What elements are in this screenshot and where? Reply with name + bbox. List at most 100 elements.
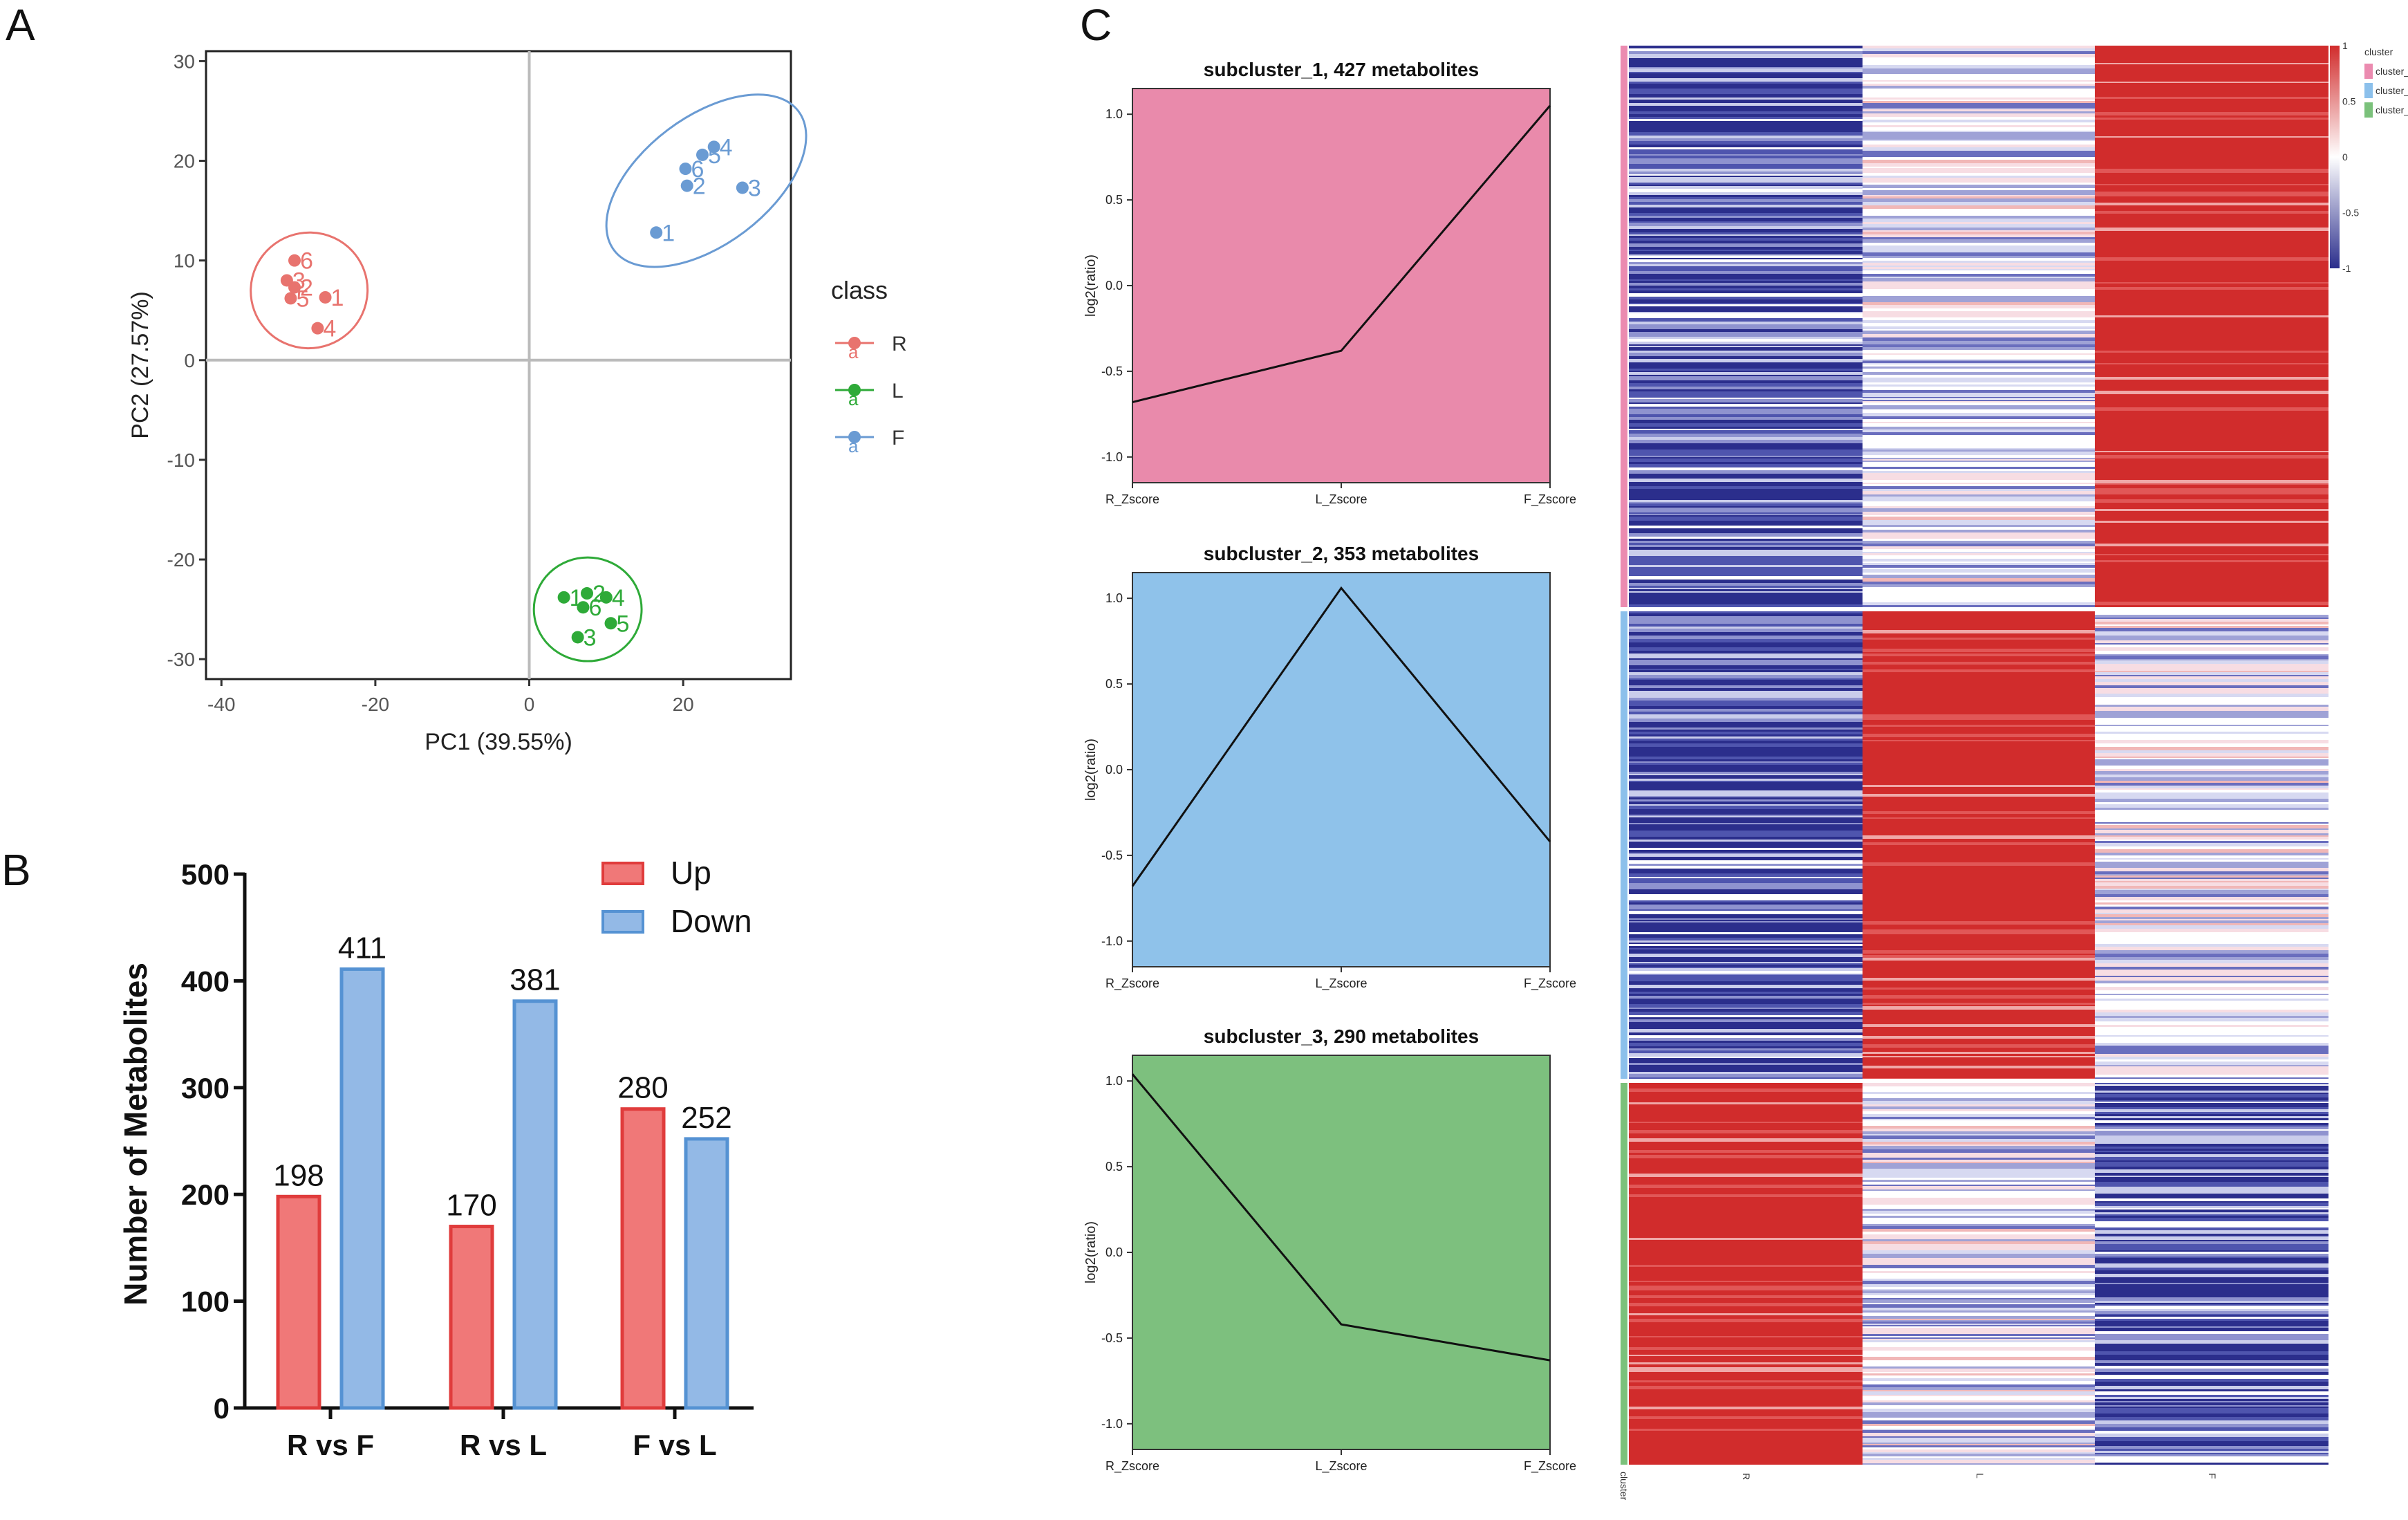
heatmap-row-stripe [1629, 238, 1863, 241]
heatmap-row-stripe [1863, 884, 2096, 887]
heatmap-row-stripe [1629, 1248, 1863, 1250]
heatmap-row-stripe [1629, 775, 1863, 777]
heatmap-row-stripe [1863, 835, 2096, 839]
heatmap-row-stripe [2095, 628, 2328, 631]
heatmap-row-stripe [2095, 451, 2328, 452]
heatmap-row-stripe [1629, 1167, 1863, 1169]
heatmap-row-stripe [1629, 932, 1863, 934]
heatmap-row-stripe [1863, 1438, 2096, 1439]
heatmap-row-stripe [1629, 739, 1863, 741]
heatmap-row-stripe [2095, 1431, 2328, 1434]
heatmap-row-stripe [1863, 448, 2096, 449]
heatmap-row-stripe [1629, 926, 1863, 929]
heatmap-row-stripe [2095, 860, 2328, 862]
heatmap-row-stripe [2095, 282, 2328, 284]
heatmap-row-stripe [1863, 1114, 2096, 1117]
heatmap-row-stripe [1629, 378, 1863, 380]
heatmap-row-stripe [1629, 288, 1863, 290]
heatmap-row-stripe [2095, 1180, 2328, 1182]
subcluster-y-tick-label: 1.0 [1105, 591, 1123, 605]
heatmap-row-stripe [1629, 197, 1863, 199]
heatmap-row-stripe [1863, 746, 2096, 749]
heatmap-row-stripe [1863, 1284, 2096, 1287]
heatmap-row-stripe [1863, 1185, 2096, 1186]
heatmap-row-stripe [1863, 797, 2096, 798]
heatmap-row-stripe [1629, 543, 1863, 545]
pca-legend: class a Ra La F [831, 276, 907, 456]
heatmap-row-stripe [1863, 662, 2096, 665]
heatmap-row-stripe [2095, 671, 2328, 672]
heatmap-row-stripe [1863, 1326, 2096, 1328]
subcluster-y-axis-label: log2(ratio) [1083, 1221, 1099, 1283]
heatmap-row-stripe [2095, 590, 2328, 593]
heatmap-row-stripe [2095, 570, 2328, 573]
heatmap-row-stripe [1863, 1109, 2096, 1111]
heatmap-row-stripe [1629, 675, 1863, 678]
heatmap-row-stripe [1629, 1190, 1863, 1192]
heatmap-row-stripe [1863, 1319, 2096, 1320]
heatmap-row-stripe [1629, 281, 1863, 283]
heatmap-row-stripe [2095, 201, 2328, 203]
heatmap-row-stripe [1629, 1419, 1863, 1422]
heatmap-row-stripe [1629, 1333, 1863, 1336]
heatmap-row-stripe [1629, 283, 1863, 286]
subcluster-y-tick-label: 0.5 [1105, 677, 1123, 691]
heatmap-row-stripe [1863, 1298, 2096, 1299]
heatmap-row-stripe [2095, 492, 2328, 494]
heatmap-row-stripe [2095, 391, 2328, 394]
heatmap-row-stripe [1863, 779, 2096, 782]
heatmap-row-stripe [1629, 878, 1863, 881]
heatmap-row-stripe [1629, 533, 1863, 537]
subcluster-x-tick-label: L_Zscore [1315, 976, 1367, 991]
heatmap-row-stripe [1863, 337, 2096, 341]
heatmap-row-stripe [2095, 1350, 2328, 1351]
heatmap-row-stripe [2095, 1131, 2328, 1133]
heatmap-row-stripe [2095, 718, 2328, 721]
heatmap-row-stripe [1629, 981, 1863, 985]
heatmap-row-stripe [2095, 90, 2328, 93]
heatmap-row-stripe [1629, 1378, 1863, 1380]
heatmap-row-stripe [1863, 1129, 2096, 1130]
heatmap-row-stripe [1629, 1072, 1863, 1074]
subcluster-y-tick-label: -0.5 [1101, 849, 1123, 862]
heatmap-row-stripe [2095, 443, 2328, 444]
heatmap-row-stripe [1863, 1083, 2096, 1086]
heatmap-row-stripe [1629, 1053, 1863, 1057]
heatmap-column-block [2095, 46, 2328, 607]
heatmap-row-stripe [1863, 1313, 2096, 1316]
heatmap-row-stripe [1863, 1398, 2096, 1400]
heatmap-row-stripe [1629, 64, 1863, 67]
heatmap-row-stripe [2095, 281, 2328, 282]
heatmap-row-stripe [1863, 512, 2096, 515]
heatmap-row-stripe [1629, 1231, 1863, 1234]
heatmap-row-stripe [1863, 1273, 2096, 1275]
heatmap-row-stripe [1863, 875, 2096, 878]
heatmap-column-block [1863, 1083, 2096, 1465]
heatmap-row-stripe [2095, 1151, 2328, 1152]
heatmap-row-stripe [1863, 1289, 2096, 1290]
heatmap-row-stripe [1863, 500, 2096, 501]
heatmap-row-stripe [2095, 330, 2328, 331]
heatmap-row-stripe [1629, 811, 1863, 815]
heatmap-row-stripe [1629, 329, 1863, 332]
heatmap-row-stripe [2095, 173, 2328, 176]
heatmap-row-stripe [1629, 1380, 1863, 1382]
bar-y-tick-label: 300 [181, 1072, 230, 1104]
heatmap-row-stripe [1863, 1390, 2096, 1391]
heatmap-row-stripe [2095, 1283, 2328, 1284]
heatmap-row-stripe [2095, 261, 2328, 263]
heatmap-column-block [2095, 611, 2328, 1079]
heatmap-row-stripe [2095, 1043, 2328, 1046]
heatmap-row-stripe [1863, 334, 2096, 337]
heatmap-row-stripe [2095, 758, 2328, 759]
heatmap-row-stripe [1629, 1068, 1863, 1071]
heatmap-row-stripe [1863, 1364, 2096, 1366]
heatmap-row-stripe [2095, 432, 2328, 433]
heatmap-row-stripe [1863, 785, 2096, 787]
heatmap-row-stripe [1863, 350, 2096, 353]
heatmap-row-stripe [2095, 544, 2328, 546]
heatmap-row-stripe [2095, 585, 2328, 587]
heatmap-row-stripe [2095, 1099, 2328, 1100]
heatmap-row-stripe [1863, 1191, 2096, 1194]
